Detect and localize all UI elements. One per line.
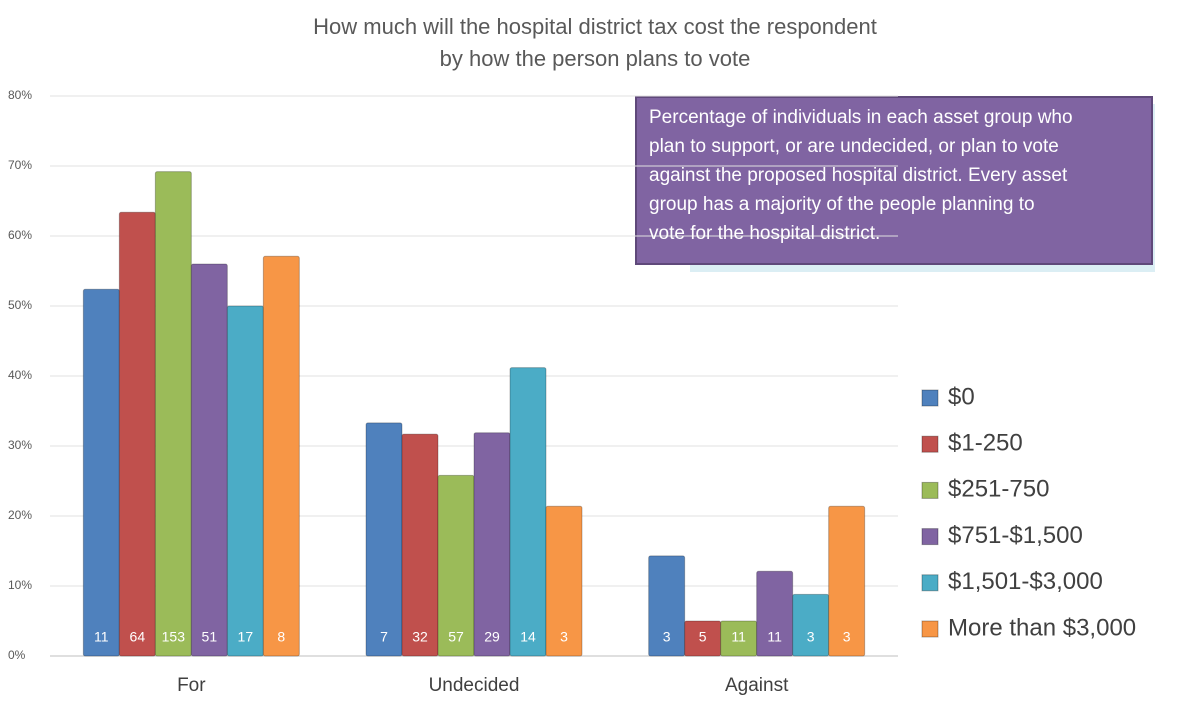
data-label: 3: [560, 629, 568, 645]
bar: [648, 555, 686, 657]
bar: [82, 288, 120, 657]
data-label: 5: [699, 629, 707, 645]
data-label: 153: [162, 629, 186, 645]
bar: [118, 211, 156, 657]
y-tick-label: 20%: [8, 508, 32, 522]
y-tick-label: 30%: [8, 438, 32, 452]
legend-swatch: [921, 528, 939, 546]
bar: [545, 505, 583, 657]
y-tick-label: 60%: [8, 228, 32, 242]
legend-swatch: [921, 620, 939, 638]
data-label: 29: [484, 629, 500, 645]
bar: [226, 305, 264, 657]
x-tick-label: Against: [725, 675, 789, 696]
legend-swatch: [921, 389, 939, 407]
bar: [473, 432, 511, 657]
annotation-text: group has a majority of the people plann…: [649, 194, 1035, 215]
data-label: 7: [380, 629, 388, 645]
legend-swatch: [921, 574, 939, 592]
bar: [509, 367, 547, 657]
data-label: 14: [520, 629, 536, 645]
annotation-text: against the proposed hospital district. …: [649, 165, 1068, 186]
bar: [828, 505, 866, 657]
bar: [792, 593, 830, 657]
legend-label: $751-$1,500: [948, 522, 1083, 549]
data-label: 51: [202, 629, 218, 645]
bar: [262, 255, 300, 657]
data-label: 3: [663, 629, 671, 645]
bar: [154, 171, 192, 657]
legend-label: $0: [948, 383, 975, 410]
data-label: 57: [448, 629, 464, 645]
data-label: 3: [843, 629, 851, 645]
chart-title: by how the person plans to vote: [440, 46, 751, 71]
bar: [365, 422, 403, 657]
legend-label: $1-250: [948, 430, 1023, 457]
x-tick-label: Undecided: [429, 675, 520, 696]
chart-title: How much will the hospital district tax …: [313, 14, 877, 39]
legend-label: $1,501-$3,000: [948, 568, 1103, 595]
legend-label: $251-750: [948, 476, 1049, 503]
bar: [190, 263, 228, 657]
annotation-text: Percentage of individuals in each asset …: [649, 107, 1073, 128]
data-label: 11: [94, 629, 109, 645]
data-label: 64: [130, 629, 146, 645]
data-label: 11: [731, 629, 746, 645]
legend-swatch: [921, 435, 939, 453]
y-tick-label: 0%: [8, 648, 26, 662]
data-label: 3: [807, 629, 815, 645]
data-label: 11: [767, 629, 782, 645]
annotation-text: vote for the hospital district.: [649, 223, 880, 244]
data-label: 32: [412, 629, 428, 645]
y-tick-label: 10%: [8, 578, 32, 592]
y-tick-label: 40%: [8, 368, 32, 382]
annotation-text: plan to support, or are undecided, or pl…: [649, 136, 1059, 157]
legend-label: More than $3,000: [948, 614, 1136, 641]
x-tick-label: For: [177, 675, 206, 696]
legend-swatch: [921, 481, 939, 499]
y-tick-label: 70%: [8, 158, 32, 172]
y-tick-label: 50%: [8, 298, 32, 312]
data-label: 17: [238, 629, 254, 645]
bar: [401, 433, 439, 657]
data-label: 8: [277, 629, 285, 645]
y-tick-label: 80%: [8, 88, 32, 102]
